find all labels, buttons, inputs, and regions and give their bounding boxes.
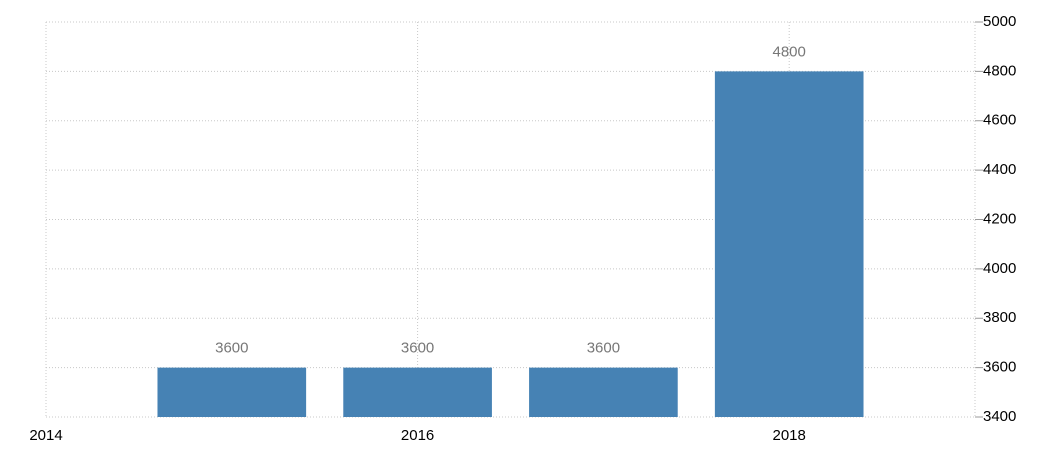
x-tick-label: 2014 bbox=[29, 427, 62, 444]
y-tick-label: 5000 bbox=[983, 13, 1016, 30]
y-tick-label: 3600 bbox=[983, 359, 1016, 376]
y-tick-label: 4000 bbox=[983, 260, 1016, 277]
x-tick-label: 2016 bbox=[401, 427, 434, 444]
y-tick-label: 3800 bbox=[983, 309, 1016, 326]
y-tick-label: 4200 bbox=[983, 210, 1016, 227]
y-tick-label: 3400 bbox=[983, 408, 1016, 425]
bar bbox=[529, 367, 678, 417]
x-tick-label: 2018 bbox=[773, 427, 806, 444]
value-label: 3600 bbox=[587, 340, 620, 357]
y-tick-label: 4400 bbox=[983, 161, 1016, 178]
bar bbox=[343, 367, 492, 417]
bar bbox=[157, 367, 307, 417]
value-label: 4800 bbox=[773, 43, 806, 60]
value-label: 3600 bbox=[401, 340, 434, 357]
y-tick-label: 4600 bbox=[983, 112, 1016, 129]
y-tick-label: 4800 bbox=[983, 62, 1016, 79]
value-label: 3600 bbox=[215, 340, 248, 357]
bar bbox=[714, 71, 864, 417]
